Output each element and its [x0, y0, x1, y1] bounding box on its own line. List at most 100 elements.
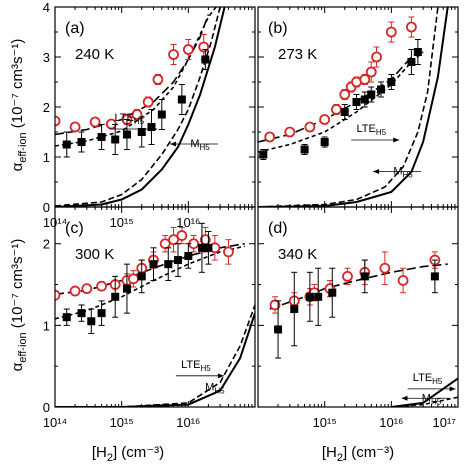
y-axis-title-top-units: (10⁻⁷ cm³s⁻¹) — [9, 39, 26, 129]
data-point-square — [352, 98, 361, 106]
x-tick-label: 10¹⁴ — [43, 415, 67, 430]
y-axis-title-top: αeff-ion (10⁻⁷ cm³s⁻¹) — [9, 39, 29, 172]
data-point-square — [314, 292, 323, 301]
data-point-circle — [223, 246, 234, 258]
data-point-square — [360, 95, 369, 104]
data-point-square — [377, 85, 386, 94]
annotation-arrowhead — [401, 395, 408, 401]
annotation-arrowhead — [217, 373, 224, 379]
data-point-square — [300, 145, 309, 154]
data-point-square — [430, 272, 439, 281]
annotation-arrowhead — [393, 137, 400, 143]
x-axis-title-left: [H2] (cm⁻³) — [92, 444, 164, 464]
x-tick-label: 10¹⁵ — [110, 215, 134, 230]
annotation-arrowhead — [170, 141, 177, 147]
data-point-circle — [379, 262, 391, 274]
data-point-circle — [269, 299, 281, 311]
y-tick-label: 0 — [43, 200, 50, 215]
y-axis-title-main: α — [9, 362, 26, 371]
annotation-main: M — [205, 382, 214, 394]
annotation-sub: H5 — [376, 128, 387, 137]
data-point-square — [111, 135, 120, 144]
data-point-square — [97, 133, 106, 141]
data-point-square — [122, 130, 131, 139]
annotation-main: LTE — [114, 112, 133, 124]
data-point-square — [274, 325, 283, 334]
x-tick-label: 10¹⁶ — [379, 415, 403, 430]
data-point-square — [149, 260, 158, 269]
panel-temperature: 240 K — [75, 46, 114, 63]
x-axis-title-left-main: [H — [92, 444, 107, 461]
y-axis-title-top-sub: eff-ion — [17, 132, 29, 162]
data-point-circle — [168, 49, 179, 60]
annotation-label: LTEH5 — [114, 112, 144, 126]
x-tick-label: 10¹⁶ — [176, 215, 200, 230]
data-point-square — [305, 292, 314, 301]
model-curve-dash — [258, 7, 439, 207]
model-curve-dash — [55, 304, 255, 407]
data-point-square — [137, 128, 146, 136]
model-curve-long-dash — [55, 14, 210, 136]
data-point-circle — [198, 41, 210, 53]
data-point-circle — [159, 238, 171, 250]
panel-label: (c) — [65, 220, 84, 237]
data-point-circle — [264, 131, 276, 143]
data-point-square — [62, 140, 71, 149]
y-tick-label: 1 — [43, 318, 50, 333]
plot-area — [55, 222, 255, 407]
annotation-arrowhead — [151, 126, 158, 132]
annotation-sub: H5 — [200, 364, 211, 373]
annotation-label: MH5 — [190, 138, 210, 152]
panel-label: (d) — [268, 220, 288, 237]
x-axis-title-right-sub: 2 — [337, 452, 343, 464]
data-point-circle — [182, 44, 194, 55]
x-tick-label: 10¹⁵ — [110, 415, 134, 430]
data-point-square — [177, 95, 186, 104]
plot-area — [55, 7, 226, 207]
data-point-square — [197, 243, 206, 252]
data-point-circle — [371, 51, 382, 63]
data-point-square — [387, 78, 396, 86]
y-axis-title-text: αeff-ion (10⁻⁷ cm³s⁻¹) — [9, 239, 29, 372]
annotation-label: LTEH5 — [181, 359, 211, 373]
panel-frame — [54, 206, 256, 408]
panel-temperature: 273 K — [278, 46, 317, 63]
panel-temperature: 340 K — [278, 246, 317, 263]
data-point-circle — [342, 270, 353, 282]
data-point-square — [259, 150, 268, 159]
y-tick-label: 1 — [43, 150, 50, 165]
data-point-square — [62, 313, 71, 322]
model-curve-solid — [258, 7, 449, 207]
data-point-square — [320, 138, 329, 146]
plot-area — [258, 7, 449, 207]
y-tick-label: 3 — [43, 50, 50, 65]
data-point-circle — [55, 289, 61, 301]
data-point-square — [407, 58, 416, 66]
annotation-sub: H5 — [134, 117, 145, 126]
data-point-circle — [55, 115, 61, 127]
data-point-square — [204, 243, 213, 252]
y-axis-title-units: (10⁻⁷ cm³s⁻¹) — [9, 239, 26, 329]
y-tick-label: 2 — [43, 237, 50, 252]
panel-label: (a) — [65, 20, 85, 37]
data-point-circle — [128, 273, 139, 285]
y-tick-label: 2 — [43, 100, 50, 115]
panel-label: (b) — [268, 20, 288, 37]
data-point-circle — [397, 275, 409, 286]
x-tick-label: 10¹⁵ — [313, 415, 337, 430]
annotation-main: LTE — [356, 123, 375, 135]
data-point-square — [77, 138, 86, 146]
annotation-label: MH5 — [205, 382, 225, 396]
data-point-square — [328, 288, 337, 297]
data-point-square — [111, 292, 120, 301]
data-point-square — [137, 272, 146, 281]
panel-frame — [257, 6, 459, 208]
data-point-circle — [331, 104, 342, 115]
data-point-circle — [69, 285, 81, 297]
model-curve-solid — [55, 312, 255, 407]
y-axis-title-top-main: α — [9, 162, 26, 171]
